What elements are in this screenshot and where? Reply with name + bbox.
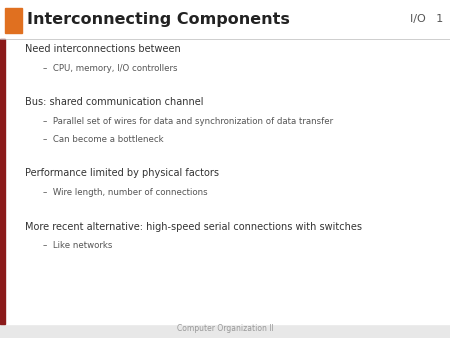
Text: Bus: shared communication channel: Bus: shared communication channel: [25, 97, 203, 107]
Text: –  Wire length, number of connections: – Wire length, number of connections: [43, 188, 207, 197]
Text: I/O   1: I/O 1: [410, 15, 443, 24]
Text: –  Can become a bottleneck: – Can become a bottleneck: [43, 135, 163, 144]
Text: More recent alternative: high-speed serial connections with switches: More recent alternative: high-speed seri…: [25, 222, 362, 232]
Text: –  Parallel set of wires for data and synchronization of data transfer: – Parallel set of wires for data and syn…: [43, 117, 333, 126]
Bar: [0, 0, 450, 39]
Text: Need interconnections between: Need interconnections between: [25, 44, 180, 54]
Text: Computer Organization II: Computer Organization II: [176, 324, 274, 333]
Text: Interconnecting Components: Interconnecting Components: [27, 12, 290, 27]
Text: Performance limited by physical factors: Performance limited by physical factors: [25, 168, 219, 178]
Text: –  CPU, memory, I/O controllers: – CPU, memory, I/O controllers: [43, 64, 177, 73]
Text: –  Like networks: – Like networks: [43, 241, 112, 250]
Bar: [0, 39, 4, 324]
Bar: [4, 39, 450, 324]
Bar: [4, 8, 22, 33]
